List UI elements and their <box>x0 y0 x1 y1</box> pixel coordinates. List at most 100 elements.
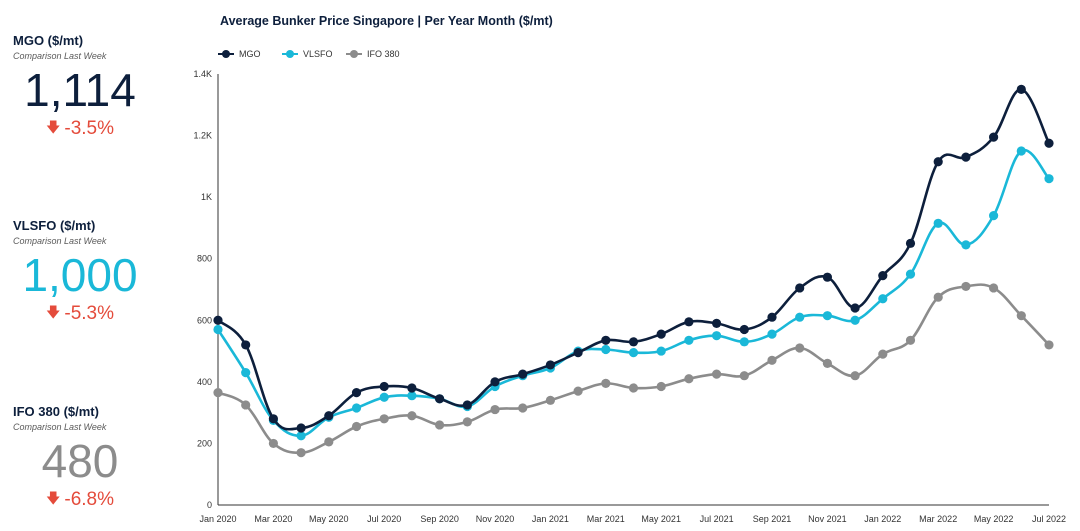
data-point-ifo-380 <box>961 281 971 292</box>
data-point-vlsfo <box>850 315 860 325</box>
series-ifo-380 <box>213 281 1054 458</box>
data-point-ifo-380 <box>656 381 666 392</box>
data-point-ifo-380 <box>379 414 389 424</box>
data-point-ifo-380 <box>462 417 472 427</box>
kpi-mgo-value: 1,114 <box>24 64 136 116</box>
data-point-ifo-380 <box>739 371 749 381</box>
kpi-vlsfo-change: 🡇 -5.3% <box>0 302 160 326</box>
y-tick-label: 1.2K <box>193 131 212 141</box>
data-point-vlsfo <box>1016 146 1026 156</box>
data-point-ifo-380 <box>1044 340 1054 350</box>
y-tick-label: 400 <box>197 377 212 387</box>
data-point-ifo-380 <box>518 403 528 413</box>
data-point-ifo-380 <box>684 374 694 384</box>
x-tick-label: Mar 2022 <box>919 514 957 524</box>
data-point-mgo <box>961 152 971 162</box>
data-point-mgo <box>573 348 583 358</box>
data-point-mgo <box>795 283 805 293</box>
kpi-vlsfo-title: VLSFO ($/mt) <box>13 218 96 233</box>
data-point-mgo <box>296 423 306 433</box>
data-point-vlsfo <box>628 348 639 358</box>
data-point-mgo <box>989 132 999 142</box>
kpi-mgo-change-value: -3.5% <box>64 118 115 139</box>
data-point-mgo <box>435 394 445 404</box>
legend-marker <box>350 50 358 58</box>
data-point-vlsfo <box>933 218 943 228</box>
down-arrow-icon: 🡇 <box>45 119 61 135</box>
x-tick-label: Mar 2020 <box>254 514 292 524</box>
x-tick-label: Jul 2021 <box>700 514 734 524</box>
down-arrow-icon: 🡇 <box>45 490 61 506</box>
data-point-ifo-380 <box>324 437 334 447</box>
x-tick-label: Mar 2021 <box>587 514 625 524</box>
data-point-vlsfo <box>822 311 833 321</box>
kpi-ifo380-value: 480 <box>41 435 119 487</box>
data-point-vlsfo <box>379 392 389 402</box>
data-point-mgo <box>379 381 389 392</box>
data-point-vlsfo <box>656 346 666 356</box>
kpi-ifo380-title: IFO 380 ($/mt) <box>13 404 99 419</box>
data-point-mgo <box>656 329 666 339</box>
legend-marker <box>222 50 230 58</box>
data-point-ifo-380 <box>213 388 223 398</box>
data-point-mgo <box>351 388 362 398</box>
data-point-mgo <box>407 383 417 393</box>
data-point-mgo <box>822 272 833 282</box>
data-point-mgo <box>241 340 251 350</box>
legend-label: MGO <box>239 49 261 59</box>
data-point-mgo <box>518 369 528 379</box>
data-point-mgo <box>767 312 777 322</box>
kpi-ifo380-subtitle: Comparison Last Week <box>13 422 107 432</box>
y-tick-label: 800 <box>197 254 212 264</box>
data-point-mgo <box>545 360 556 370</box>
data-point-ifo-380 <box>351 421 362 432</box>
data-point-ifo-380 <box>1016 311 1026 321</box>
kpi-vlsfo: VLSFO ($/mt) Comparison Last Week 1,000 … <box>0 218 160 326</box>
down-arrow-icon: 🡇 <box>45 304 61 320</box>
data-point-ifo-380 <box>878 349 888 359</box>
data-point-ifo-380 <box>545 395 556 405</box>
x-tick-label: Jan 2021 <box>532 514 569 524</box>
data-point-ifo-380 <box>712 369 722 379</box>
y-tick-label: 1.4K <box>193 69 212 79</box>
data-point-mgo <box>213 315 223 325</box>
y-tick-label: 0 <box>207 500 212 510</box>
kpi-ifo380: IFO 380 ($/mt) Comparison Last Week 480 … <box>0 404 160 512</box>
legend-label: VLSFO <box>303 49 333 59</box>
kpi-vlsfo-change-value: -5.3% <box>64 303 115 324</box>
data-point-mgo <box>490 377 500 387</box>
data-point-mgo <box>601 335 611 345</box>
x-tick-label: Nov 2021 <box>808 514 847 524</box>
kpi-mgo-subtitle: Comparison Last Week <box>13 51 107 61</box>
data-point-vlsfo <box>712 331 722 341</box>
legend-label: IFO 380 <box>367 49 400 59</box>
chart-axes: 0 200 400 600 800 1K 1.2K 1.4K Jan 2020 Mar 2020 M… <box>193 69 1066 524</box>
data-point-ifo-380 <box>905 335 916 345</box>
data-point-vlsfo <box>878 294 888 304</box>
data-point-ifo-380 <box>850 371 860 381</box>
data-point-ifo-380 <box>407 411 417 421</box>
y-tick-label: 600 <box>197 315 212 325</box>
series-line-vlsfo <box>216 148 1051 438</box>
x-tick-label: Nov 2020 <box>476 514 515 524</box>
data-point-vlsfo <box>989 211 999 221</box>
x-tick-label: Jul 2020 <box>367 514 401 524</box>
y-tick-label: 1K <box>201 192 212 202</box>
data-point-ifo-380 <box>435 420 445 430</box>
data-point-ifo-380 <box>601 378 611 388</box>
chart-legend: MGO VLSFO IFO 380 <box>218 49 400 59</box>
data-point-vlsfo <box>1044 174 1054 184</box>
data-point-ifo-380 <box>989 283 999 293</box>
x-tick-label: Jan 2022 <box>864 514 901 524</box>
data-point-ifo-380 <box>933 292 943 302</box>
data-point-vlsfo <box>351 403 362 413</box>
legend-marker <box>286 50 294 58</box>
data-point-vlsfo <box>684 335 694 345</box>
series-mgo <box>213 84 1054 433</box>
data-point-mgo <box>324 411 334 421</box>
data-point-vlsfo <box>905 269 916 279</box>
data-point-vlsfo <box>767 329 777 339</box>
data-point-ifo-380 <box>573 386 583 396</box>
series-line-mgo <box>217 88 1051 431</box>
x-tick-label: Jan 2020 <box>199 514 236 524</box>
